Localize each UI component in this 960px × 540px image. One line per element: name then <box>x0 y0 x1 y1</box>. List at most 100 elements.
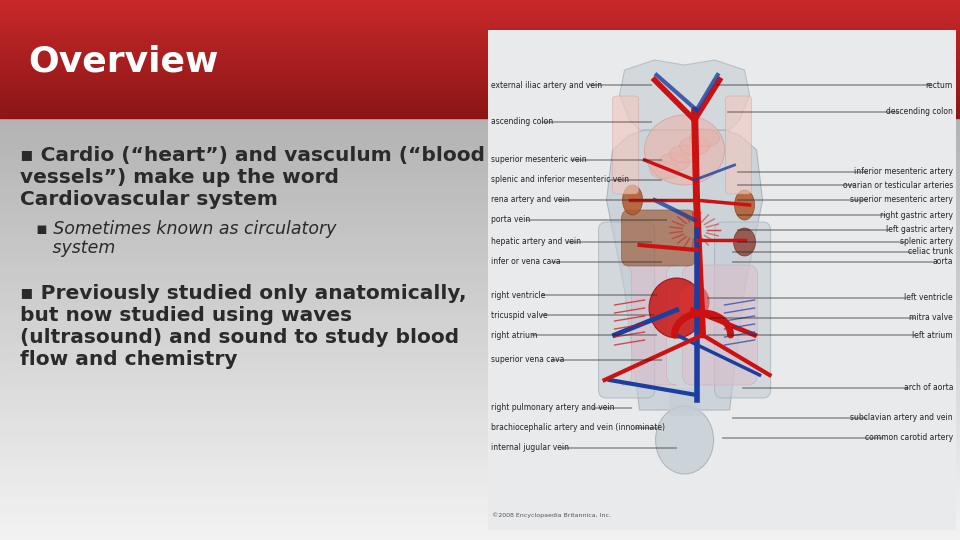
Ellipse shape <box>644 115 725 185</box>
Bar <box>0 39 960 41</box>
Bar <box>0 461 960 466</box>
Bar <box>0 133 960 139</box>
Bar <box>0 38 960 40</box>
Bar <box>0 450 960 456</box>
Bar <box>0 10 960 12</box>
Bar <box>0 112 960 113</box>
Bar <box>0 392 960 397</box>
Bar <box>0 28 960 30</box>
Bar <box>0 292 960 298</box>
Bar <box>0 360 960 366</box>
Bar <box>0 16 960 18</box>
Text: porta vein: porta vein <box>491 215 530 225</box>
Bar <box>0 323 960 329</box>
Text: vessels”) make up the word: vessels”) make up the word <box>20 168 339 187</box>
Bar <box>0 260 960 266</box>
Bar <box>0 160 960 165</box>
Bar <box>0 102 960 103</box>
Bar <box>0 366 960 371</box>
Ellipse shape <box>680 285 709 320</box>
Bar <box>0 223 960 229</box>
Bar <box>0 376 960 382</box>
Bar <box>0 524 960 529</box>
Text: celiac trunk: celiac trunk <box>908 247 953 256</box>
Bar <box>0 508 960 514</box>
Bar <box>0 85 960 87</box>
Bar <box>0 90 960 91</box>
Bar <box>0 72 960 74</box>
Bar <box>0 52 960 55</box>
Bar <box>0 218 960 224</box>
Polygon shape <box>619 60 750 130</box>
Text: right gastric artery: right gastric artery <box>880 211 953 219</box>
Text: infer or vena cava: infer or vena cava <box>491 258 561 267</box>
Bar <box>0 518 960 524</box>
FancyBboxPatch shape <box>683 265 757 385</box>
Bar <box>0 79 960 81</box>
Bar <box>0 19 960 21</box>
Bar <box>0 62 960 63</box>
Bar <box>0 176 960 181</box>
Bar <box>0 100 960 102</box>
Ellipse shape <box>733 228 756 256</box>
Bar <box>0 233 960 239</box>
Text: left gastric artery: left gastric artery <box>886 226 953 234</box>
Bar <box>488 30 956 530</box>
FancyBboxPatch shape <box>714 222 771 398</box>
FancyBboxPatch shape <box>621 265 677 385</box>
Text: right atrium: right atrium <box>491 330 538 340</box>
Bar <box>0 334 960 340</box>
Bar <box>0 29 960 31</box>
Bar <box>0 439 960 445</box>
Bar <box>0 370 960 376</box>
Bar <box>0 228 960 234</box>
Bar <box>0 429 960 435</box>
Bar <box>0 123 960 129</box>
Bar <box>0 286 960 292</box>
Bar <box>0 455 960 461</box>
Text: left ventricle: left ventricle <box>904 294 953 302</box>
Bar <box>0 50 960 52</box>
Text: superior mesenteric vein: superior mesenteric vein <box>491 156 587 165</box>
Bar <box>0 355 960 361</box>
Text: inferior mesenteric artery: inferior mesenteric artery <box>854 167 953 177</box>
Ellipse shape <box>649 278 704 338</box>
Ellipse shape <box>669 145 700 163</box>
FancyBboxPatch shape <box>612 96 638 194</box>
Bar <box>0 265 960 271</box>
Bar <box>0 70 960 72</box>
Bar <box>0 402 960 408</box>
Bar <box>0 197 960 202</box>
Bar <box>0 503 960 508</box>
Bar <box>0 144 960 150</box>
Bar <box>0 207 960 213</box>
Bar <box>0 64 960 66</box>
Bar <box>0 476 960 482</box>
Bar <box>0 118 960 123</box>
Bar <box>0 7 960 9</box>
Ellipse shape <box>622 185 642 215</box>
Text: left atrium: left atrium <box>912 330 953 340</box>
Bar <box>0 45 960 47</box>
Bar <box>0 128 960 134</box>
Bar <box>0 82 960 84</box>
Bar <box>0 387 960 392</box>
Bar <box>0 26 960 28</box>
Bar <box>0 281 960 287</box>
Text: rectum: rectum <box>925 80 953 90</box>
Bar <box>0 104 960 106</box>
Bar <box>0 56 960 58</box>
Polygon shape <box>607 130 762 410</box>
Bar <box>0 32 960 34</box>
Text: (ultrasound) and sound to study blood: (ultrasound) and sound to study blood <box>20 328 459 347</box>
Ellipse shape <box>660 153 689 171</box>
Bar <box>0 110 960 112</box>
Ellipse shape <box>650 161 680 179</box>
Bar <box>0 54 960 56</box>
Bar <box>0 212 960 218</box>
Text: ©2008 Encyclopaedia Britannica, Inc.: ©2008 Encyclopaedia Britannica, Inc. <box>492 512 611 518</box>
Text: ascending colon: ascending colon <box>491 118 553 126</box>
Bar <box>0 107 960 109</box>
Bar <box>0 48 960 50</box>
Text: arch of aorta: arch of aorta <box>903 383 953 393</box>
